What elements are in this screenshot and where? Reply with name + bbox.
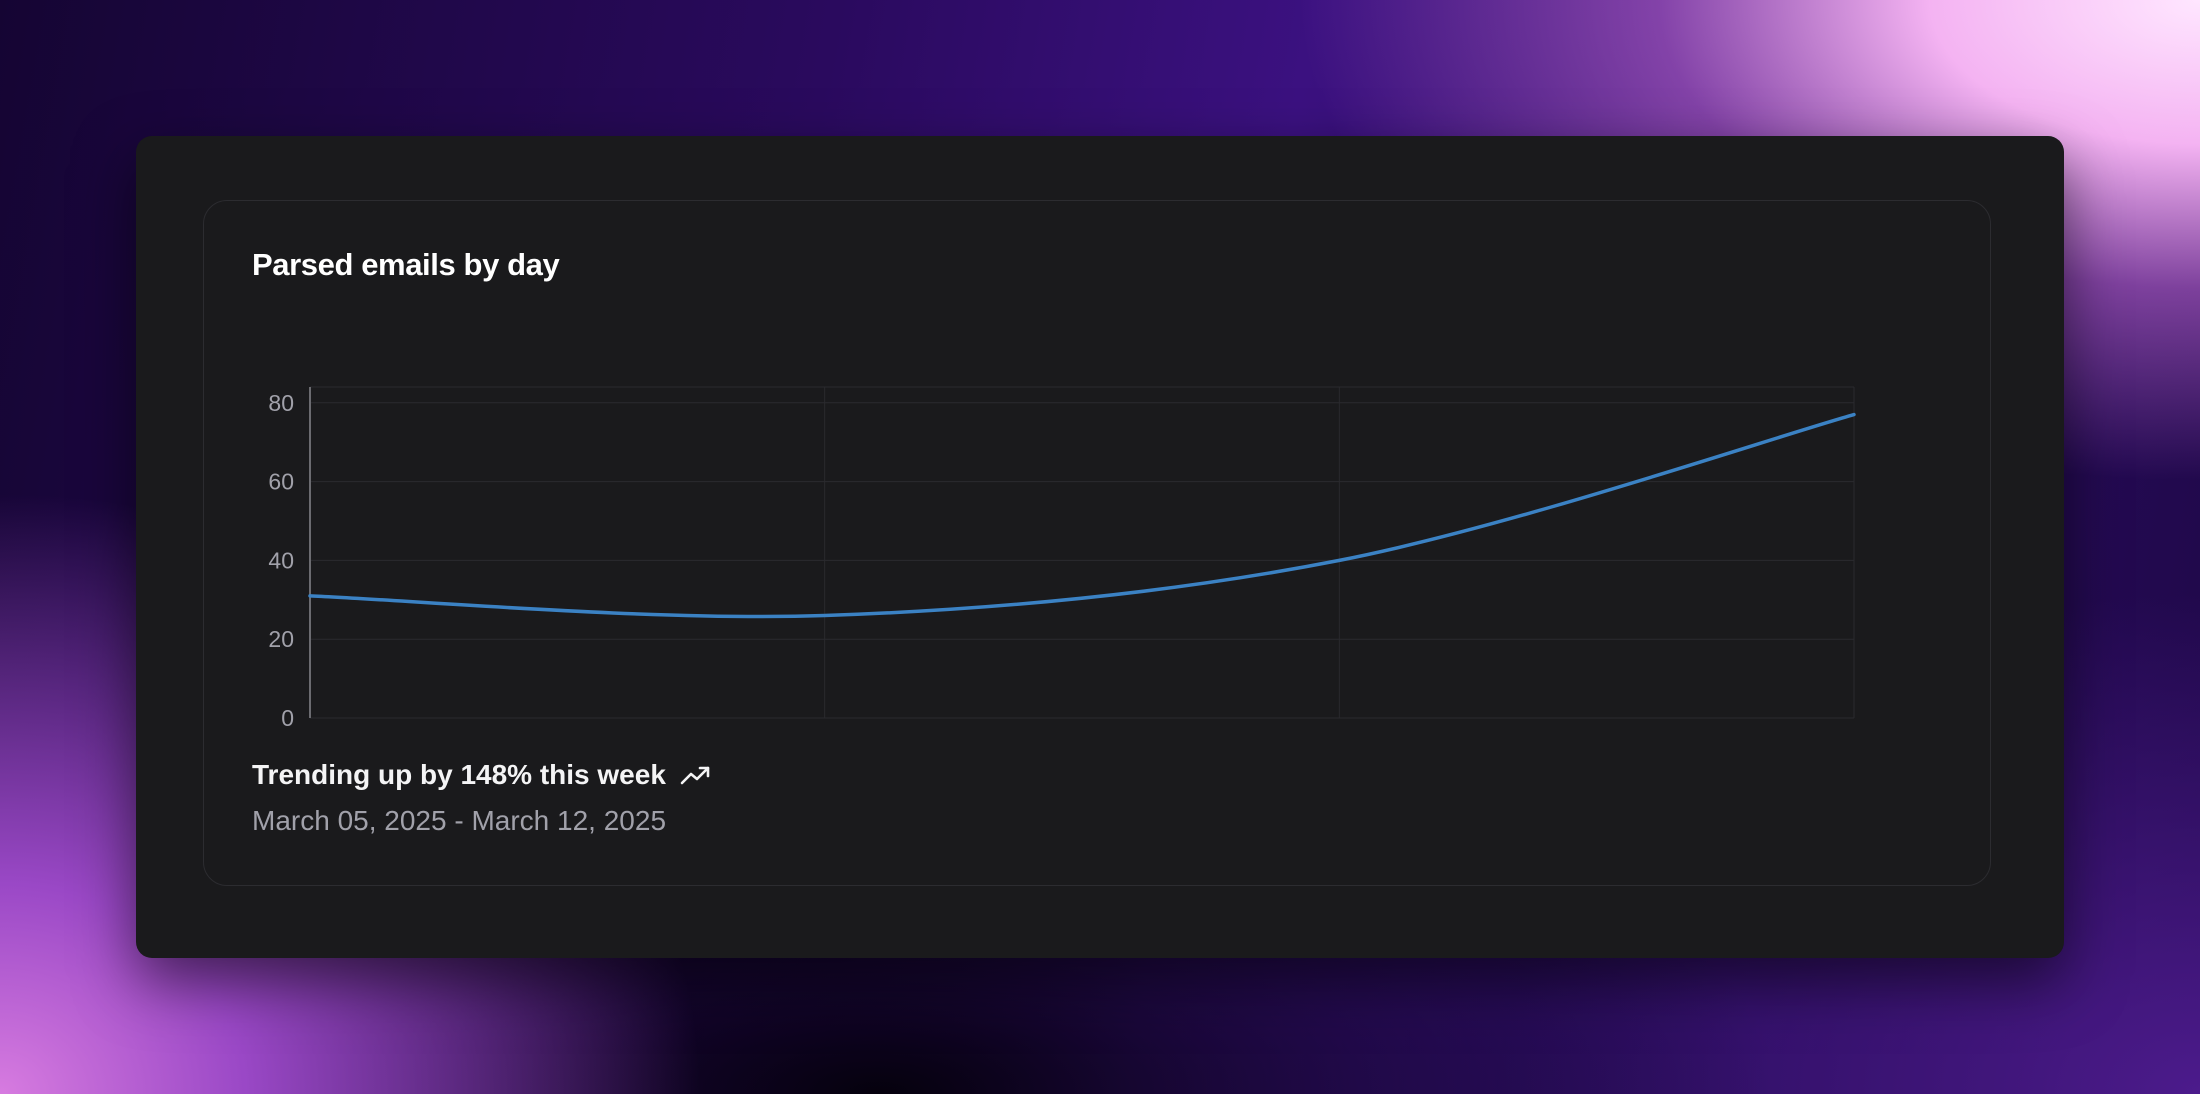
y-tick-label: 80 [268, 390, 294, 416]
date-range: March 05, 2025 - March 12, 2025 [252, 805, 667, 836]
trend-text: Trending up by 148% this week [252, 759, 666, 790]
trend-summary: Trending up by 148% this week [252, 759, 712, 791]
chart-card: Parsed emails by day 0 20 40 60 80 2025-03-1… [203, 200, 1991, 886]
y-tick-label: 40 [268, 547, 294, 573]
trending-up-icon [680, 766, 710, 785]
app-window: Parsed emails by day 0 20 40 60 80 2025-03-1… [136, 136, 2064, 958]
y-tick-label: 20 [268, 626, 294, 652]
x-tick-label: 2025-03-10 [766, 738, 884, 741]
series-line [308, 412, 1856, 619]
y-tick-label: 0 [281, 705, 294, 731]
x-tick-label: 2025-03-11 [1281, 738, 1397, 741]
y-tick-label: 60 [268, 469, 294, 495]
chart-title: Parsed emails by day [252, 247, 560, 282]
chart-grid [310, 386, 1855, 719]
x-tick-label: 2025-03-12 [1795, 738, 1913, 741]
x-axis-ticks: 2025-03-10 2025-03-11 2025-03-12 [766, 738, 1913, 741]
line-chart: 0 20 40 60 80 2025-03-10 2025-03-11 2025-03-12 [268, 386, 1913, 741]
y-axis-ticks: 0 20 40 60 80 [268, 390, 294, 731]
